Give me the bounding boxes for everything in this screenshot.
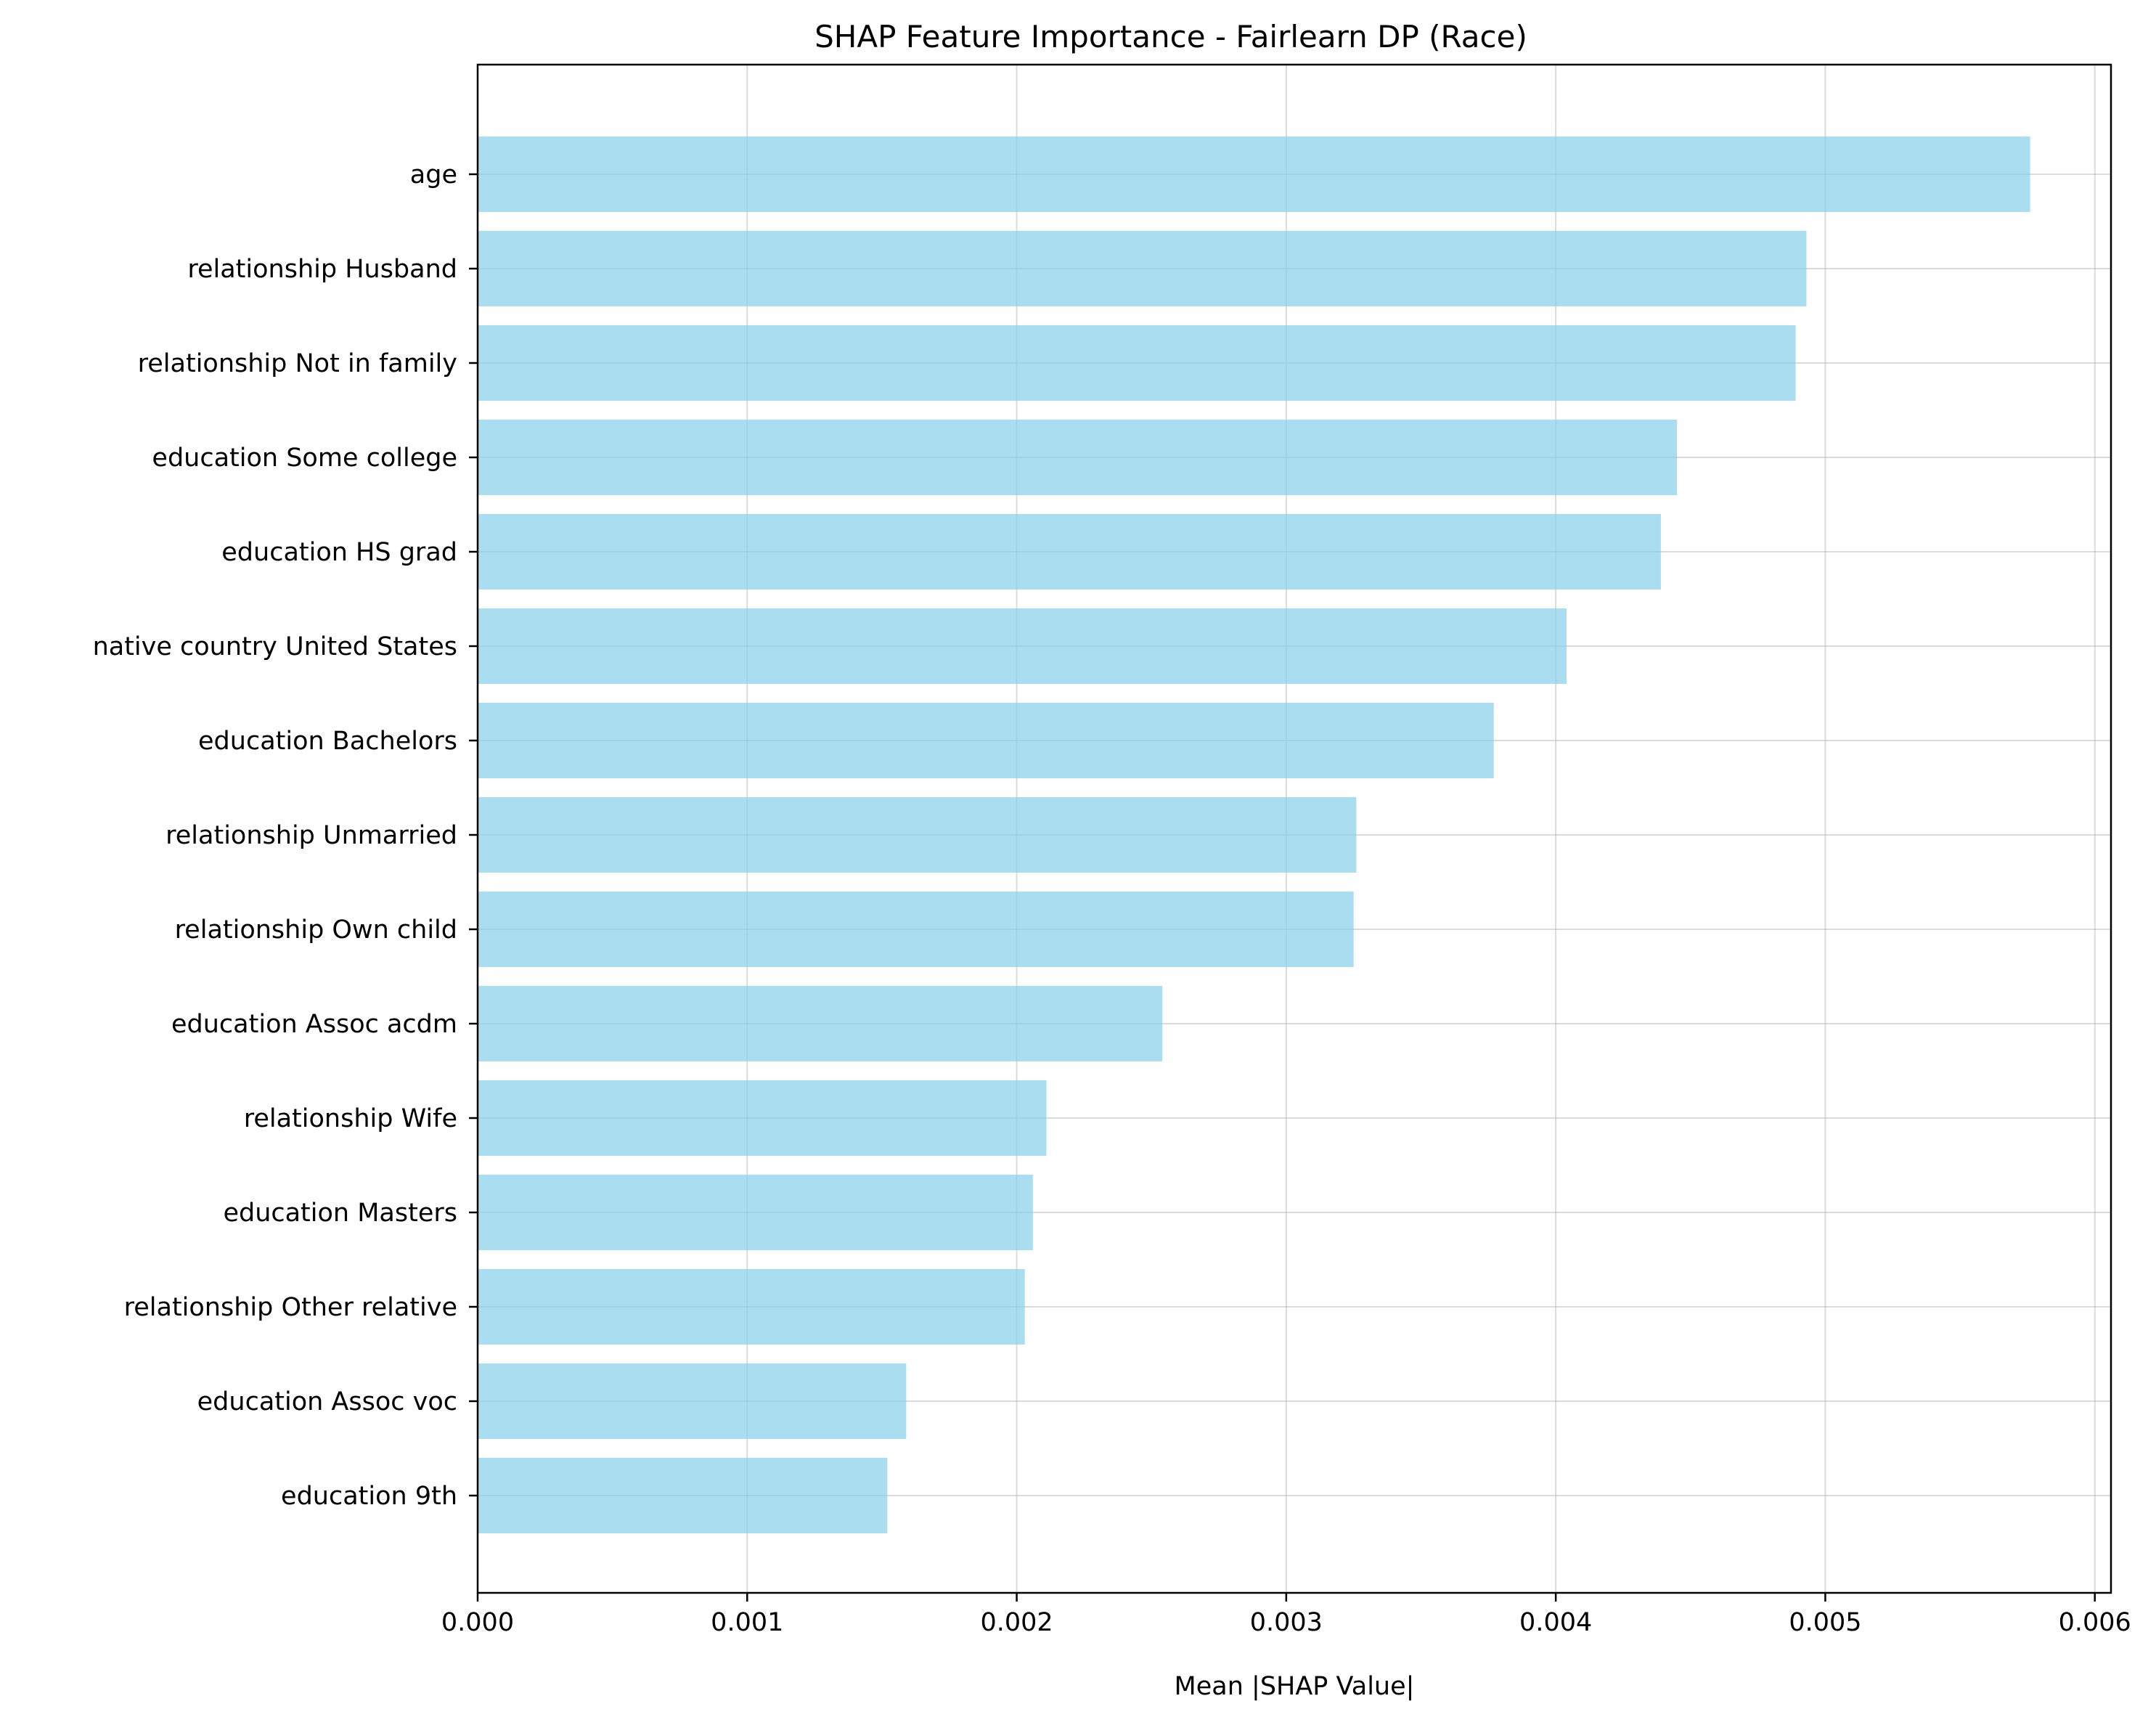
y-tick-label: relationship Own child (175, 915, 457, 945)
bar (478, 231, 1807, 306)
bar (478, 892, 1354, 967)
x-tick-label: 0.004 (1519, 1608, 1592, 1637)
y-tick-label: relationship Unmarried (166, 821, 457, 850)
bar (478, 420, 1678, 495)
y-tick-label: education Assoc acdm (171, 1010, 457, 1039)
bar (478, 136, 2030, 212)
y-tick-label: education Some college (152, 444, 457, 473)
bar (478, 797, 1357, 873)
x-tick-label: 0.003 (1250, 1608, 1323, 1637)
x-tick-label: 0.000 (441, 1608, 514, 1637)
chart-title: SHAP Feature Importance - Fairlearn DP (… (814, 19, 1527, 54)
bar (478, 608, 1567, 684)
bar (478, 986, 1163, 1061)
bar (478, 325, 1796, 401)
bar (478, 1363, 907, 1439)
y-tick-label: relationship Husband (187, 255, 457, 284)
y-tick-label: native country United States (93, 632, 457, 661)
x-axis-ticks: 0.000 0.001 0.002 0.003 0.004 0.005 0.006 (441, 1593, 2131, 1637)
y-tick-label: education Assoc voc (197, 1387, 457, 1416)
bar (478, 1269, 1025, 1345)
bars (478, 136, 2030, 1533)
bar (478, 703, 1494, 778)
y-tick-label: education HS grad (221, 538, 457, 567)
y-tick-label: relationship Not in family (138, 349, 457, 378)
x-tick-label: 0.005 (1789, 1608, 1861, 1637)
x-tick-label: 0.001 (711, 1608, 783, 1637)
y-tick-label: relationship Wife (244, 1104, 457, 1133)
bar (478, 1080, 1047, 1156)
bar (478, 1458, 888, 1533)
y-tick-label: age (410, 160, 457, 189)
y-tick-label: relationship Other relative (124, 1293, 457, 1322)
y-axis-ticks: age relationship Husband relationship Not … (93, 160, 478, 1511)
bar (478, 1175, 1033, 1250)
y-tick-label: education 9th (281, 1482, 457, 1511)
bar (478, 514, 1661, 590)
y-tick-label: education Bachelors (198, 727, 457, 756)
x-tick-label: 0.002 (980, 1608, 1053, 1637)
x-axis-label: Mean |SHAP Value| (1175, 1672, 1415, 1701)
x-tick-label: 0.006 (2059, 1608, 2131, 1637)
y-tick-label: education Masters (223, 1199, 457, 1228)
plot-frame (476, 63, 2112, 1594)
